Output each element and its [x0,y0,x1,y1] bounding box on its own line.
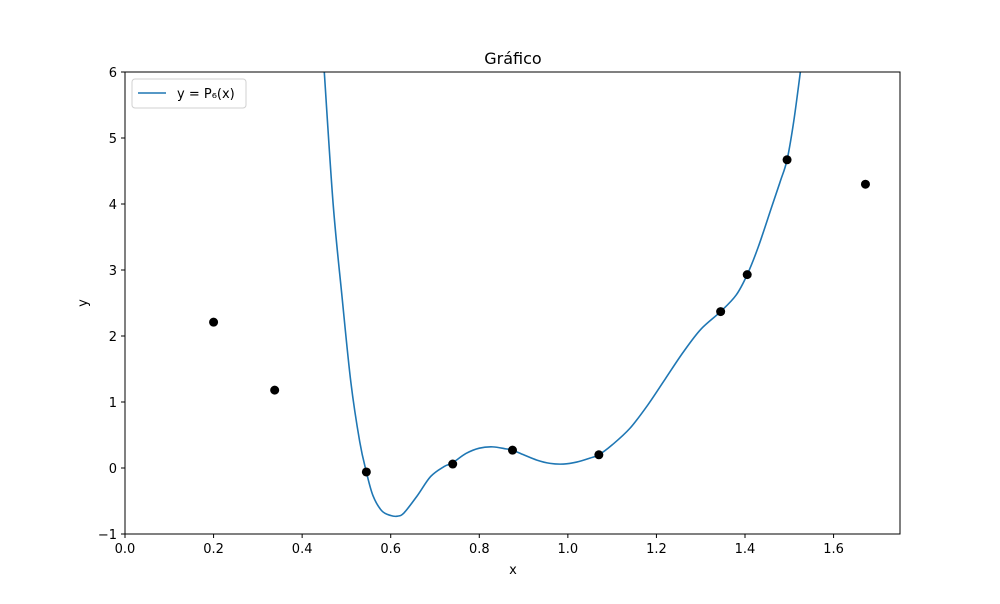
y-tick-label: 5 [109,132,117,147]
y-tick-label: −1 [98,528,117,543]
x-axis: 0.0 0.2 0.4 0.6 0.8 1.0 1.2 1.4 1.6 [115,534,844,557]
x-tick-label: 1.2 [646,542,667,557]
data-point [782,155,792,165]
y-tick-label: 3 [109,264,117,279]
data-point [742,270,752,280]
x-tick-label: 0.0 [115,542,136,557]
data-point [594,450,604,460]
legend-label: y = P₆(x) [177,87,235,102]
chart-title: Gráfico [484,49,541,68]
legend: y = P₆(x) [131,78,247,109]
data-point [361,467,371,477]
legend-box [131,78,247,109]
data-point [716,307,726,317]
x-axis-label: x [509,563,517,578]
x-tick-label: 0.2 [203,542,224,557]
series-line-p6 [323,72,802,518]
y-axis-label: y [76,299,91,307]
x-tick-label: 1.0 [558,542,579,557]
plot-frame [124,71,901,535]
x-tick-label: 0.8 [469,542,490,557]
x-tick-label: 1.6 [823,542,844,557]
x-tick-label: 1.4 [735,542,756,557]
y-tick-label: 4 [109,198,117,213]
y-tick-label: 6 [109,66,117,81]
data-point [860,179,870,189]
y-tick-label: 2 [109,330,117,345]
data-point [508,445,517,455]
curve-layer [323,72,802,518]
data-point [448,459,458,469]
y-axis: −1 0 1 2 3 4 5 6 [98,66,125,543]
y-tick-label: 1 [109,396,117,411]
x-tick-label: 0.6 [380,542,401,557]
points-layer [209,155,870,477]
y-tick-label: 0 [109,462,117,477]
x-tick-label: 0.4 [292,542,313,557]
data-point [209,317,219,327]
data-point [270,385,280,395]
